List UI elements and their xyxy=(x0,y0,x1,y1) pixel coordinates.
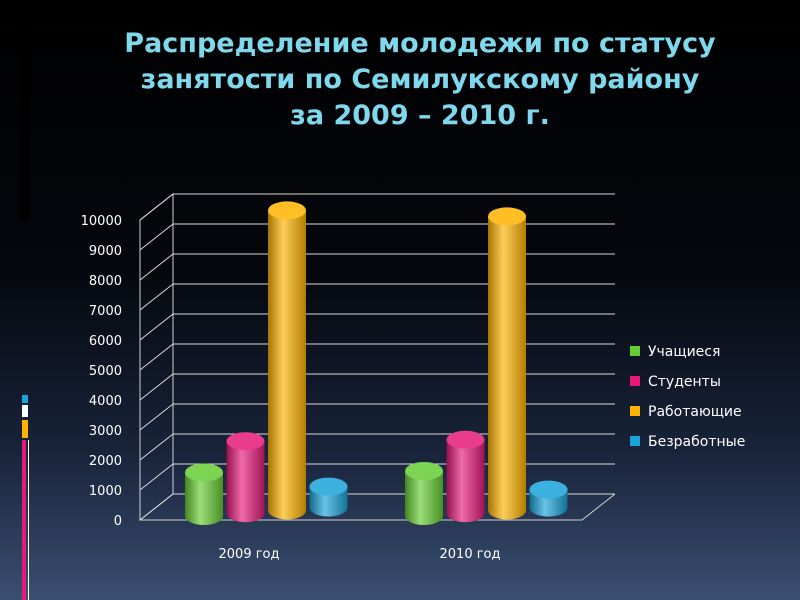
bar-top xyxy=(529,480,568,499)
legend-swatch xyxy=(630,376,640,386)
legend-swatch xyxy=(630,436,640,446)
y-gridline xyxy=(139,193,615,221)
legend-item: Учащиеся xyxy=(630,344,720,360)
y-gridline xyxy=(139,343,615,371)
slide-title-line-3: за 2009 – 2010 г. xyxy=(290,100,550,131)
bar-top xyxy=(309,477,348,496)
decorative-side-stripe xyxy=(8,0,34,600)
bar-top xyxy=(488,207,526,226)
y-tick-label: 2000 xyxy=(89,454,122,469)
bar-body xyxy=(405,471,443,525)
y-tick-label: 0 xyxy=(114,514,122,529)
slide-title-line-2: занятости по Семилукскому району xyxy=(140,64,700,95)
y-gridline xyxy=(139,283,615,311)
bar xyxy=(185,463,223,525)
bar-top xyxy=(226,432,265,451)
x-tick-label: 2009 год xyxy=(219,547,280,562)
bar xyxy=(529,480,568,517)
bar xyxy=(268,201,306,520)
y-gridline xyxy=(139,223,615,251)
bar xyxy=(226,432,265,523)
slide-title-line-1: Распределение молодежи по статусу xyxy=(124,28,716,59)
y-tick-label: 9000 xyxy=(89,244,122,259)
legend-label: Студенты xyxy=(648,374,721,390)
bar-top xyxy=(405,462,443,480)
y-tick-label: 6000 xyxy=(89,334,122,349)
y-tick-label: 4000 xyxy=(89,394,122,409)
legend-item: Студенты xyxy=(630,374,721,390)
y-tick-label: 3000 xyxy=(89,424,122,439)
bar-body xyxy=(226,441,265,523)
chart-bars xyxy=(185,201,568,525)
legend-label: Учащиеся xyxy=(648,344,720,360)
legend-item: Работающие xyxy=(630,404,742,420)
chart-legend: Учащиеся Студенты Работающие Безработные xyxy=(630,344,745,450)
chart-floor-edge xyxy=(140,493,616,521)
bar-body xyxy=(185,472,223,525)
bar-top xyxy=(446,430,485,449)
y-gridline xyxy=(139,433,615,461)
chart-gridlines xyxy=(139,193,615,521)
legend-label: Работающие xyxy=(648,404,742,420)
x-tick-label: 2010 год xyxy=(440,547,501,562)
y-gridline xyxy=(139,253,615,281)
bar-body xyxy=(488,216,526,520)
y-tick-label: 8000 xyxy=(89,274,122,289)
y-axis-tick-labels: 0 1000 2000 3000 4000 5000 6000 7000 8000 9000 100… xyxy=(81,214,122,529)
legend-label: Безработные xyxy=(648,434,745,450)
legend-item: Безработные xyxy=(630,434,745,450)
bar xyxy=(446,430,485,523)
bar-top xyxy=(185,463,223,482)
y-tick-label: 10000 xyxy=(81,214,122,229)
bar xyxy=(488,207,526,520)
legend-swatch xyxy=(630,406,640,416)
legend-swatch xyxy=(630,346,640,356)
bar xyxy=(405,462,443,525)
y-gridline xyxy=(139,313,615,341)
bar-top xyxy=(268,201,306,220)
y-tick-label: 1000 xyxy=(89,484,122,499)
slide-title: Распределение молодежи по статусу занято… xyxy=(60,26,780,134)
y-tick-label: 5000 xyxy=(89,364,122,379)
x-axis-tick-labels: 2009 год 2010 год xyxy=(219,547,501,562)
y-tick-label: 7000 xyxy=(89,304,122,319)
bar xyxy=(309,477,348,517)
y-gridline xyxy=(139,373,615,401)
bar-body xyxy=(268,210,306,520)
y-gridline xyxy=(139,403,615,431)
bar-body xyxy=(446,439,485,523)
